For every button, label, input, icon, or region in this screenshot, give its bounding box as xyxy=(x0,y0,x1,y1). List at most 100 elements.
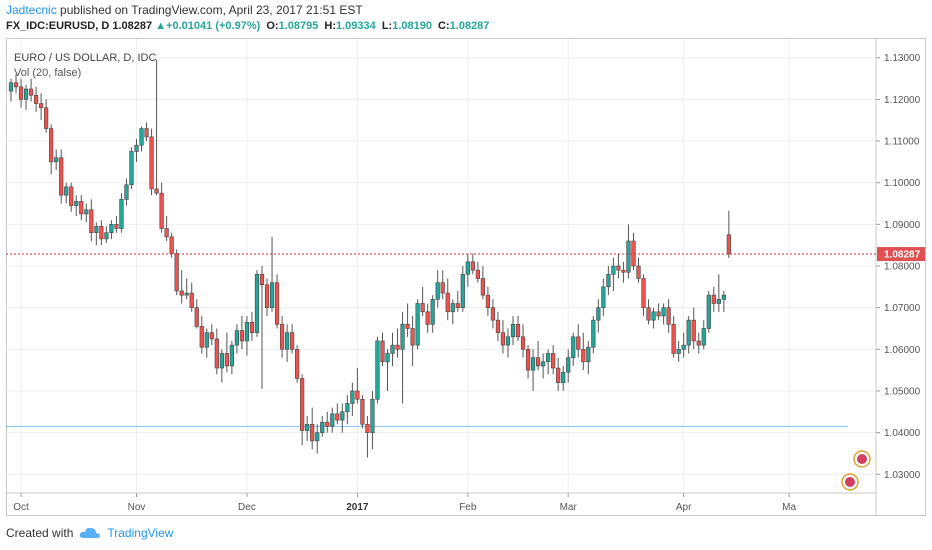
candle-body xyxy=(375,340,380,400)
y-tick-label: 1.13000 xyxy=(884,53,921,64)
chart-title: EURO / US DOLLAR, D, IDC xyxy=(14,52,157,64)
candle-body xyxy=(405,324,410,329)
candle-body xyxy=(596,307,601,321)
candle-body xyxy=(174,253,179,292)
candle-body xyxy=(274,282,280,325)
event-flag-icon-inner xyxy=(857,454,867,464)
candle-body xyxy=(495,319,501,333)
candle-body xyxy=(360,398,365,425)
x-tick-label: Nov xyxy=(128,502,146,513)
x-tick-label: Ma xyxy=(782,502,796,513)
candle-body xyxy=(28,88,34,96)
candle-body xyxy=(445,292,450,313)
candle-body xyxy=(546,353,551,363)
candle-body xyxy=(460,274,465,308)
candle-body xyxy=(711,294,716,304)
y-tick-label: 1.03000 xyxy=(884,470,921,481)
last-price-tag xyxy=(877,247,925,262)
candle-body xyxy=(621,269,626,273)
candle-body xyxy=(89,209,94,233)
candle-body xyxy=(99,226,104,240)
candle-body xyxy=(576,336,581,350)
open-label: O: xyxy=(266,20,279,32)
candle-body xyxy=(616,265,621,271)
y-tick-label: 1.04000 xyxy=(884,428,921,439)
candle-body xyxy=(395,344,400,350)
candle-body xyxy=(335,413,340,421)
candle-body xyxy=(179,290,184,296)
candle-body xyxy=(139,128,144,146)
candle-body xyxy=(254,274,260,333)
candle-body xyxy=(510,324,516,338)
candle-body xyxy=(315,432,320,442)
tradingview-brand-link[interactable]: TradingView xyxy=(107,526,174,540)
candle-body xyxy=(325,421,330,427)
candle-body xyxy=(64,186,69,196)
candle-body xyxy=(515,324,521,338)
candle-body xyxy=(450,303,455,313)
candle-body xyxy=(214,338,219,369)
candle-body xyxy=(556,367,561,383)
candle-body xyxy=(269,282,275,308)
author-link[interactable]: Jadtecnic xyxy=(6,3,57,17)
candle-body xyxy=(159,192,164,229)
y-tick-label: 1.07000 xyxy=(884,303,921,314)
candle-body xyxy=(425,311,430,325)
tradingview-cloud-icon xyxy=(80,527,101,538)
candle-body xyxy=(470,261,475,271)
candle-body xyxy=(194,307,199,327)
candle-body xyxy=(300,378,305,431)
candle-body xyxy=(84,209,89,215)
candle-body xyxy=(721,294,726,300)
y-tick-label: 1.10000 xyxy=(884,178,921,189)
candle-body xyxy=(13,82,19,88)
candle-body xyxy=(33,94,39,104)
x-tick-label: 2017 xyxy=(346,502,369,513)
candle-body xyxy=(18,86,24,100)
candle-body xyxy=(611,265,616,275)
candle-body xyxy=(636,265,641,279)
candle-body xyxy=(581,349,586,363)
candle-body xyxy=(671,324,676,354)
candle-body xyxy=(49,128,54,163)
candle-body xyxy=(149,136,154,190)
candle-body xyxy=(229,344,234,367)
published-text: published on TradingView.com, April 23, … xyxy=(60,3,363,17)
footer: Created with TradingView xyxy=(6,526,173,540)
symbol-summary: FX_IDC:EURUSD, D 1.08287 ▲+0.01041 (+0.9… xyxy=(6,20,489,32)
candle-body xyxy=(676,349,681,354)
candle-body xyxy=(400,324,405,350)
publish-info: Jadtecnic published on TradingView.com, … xyxy=(6,3,363,17)
candle-body xyxy=(59,157,64,196)
candle-body xyxy=(199,326,204,348)
created-with-text: Created with xyxy=(6,526,74,540)
candle-body xyxy=(475,269,480,279)
candle-body xyxy=(224,353,229,367)
candle-body xyxy=(716,299,721,304)
candle-body xyxy=(39,103,44,109)
x-tick-label: Apr xyxy=(676,502,692,513)
candle-body xyxy=(279,324,285,350)
candle-body xyxy=(601,286,606,308)
candle-body xyxy=(249,321,255,333)
candle-body xyxy=(340,411,345,421)
candle-body xyxy=(209,332,214,340)
candle-body xyxy=(430,299,435,325)
candle-body xyxy=(114,224,119,229)
close-label: C: xyxy=(438,20,450,32)
candle-body xyxy=(219,353,224,369)
candle-body xyxy=(104,232,109,240)
x-tick-label: Dec xyxy=(238,502,256,513)
close-value: 1.08287 xyxy=(449,20,490,32)
candle-body xyxy=(390,344,395,354)
candle-body xyxy=(284,332,290,350)
candle-body xyxy=(465,261,470,275)
candle-body xyxy=(626,240,631,273)
y-tick-label: 1.12000 xyxy=(884,95,921,106)
candle-body xyxy=(646,307,651,321)
candle-body xyxy=(641,278,646,308)
candle-body xyxy=(435,282,440,300)
chart-frame[interactable] xyxy=(6,38,926,516)
candle-body xyxy=(259,274,265,286)
